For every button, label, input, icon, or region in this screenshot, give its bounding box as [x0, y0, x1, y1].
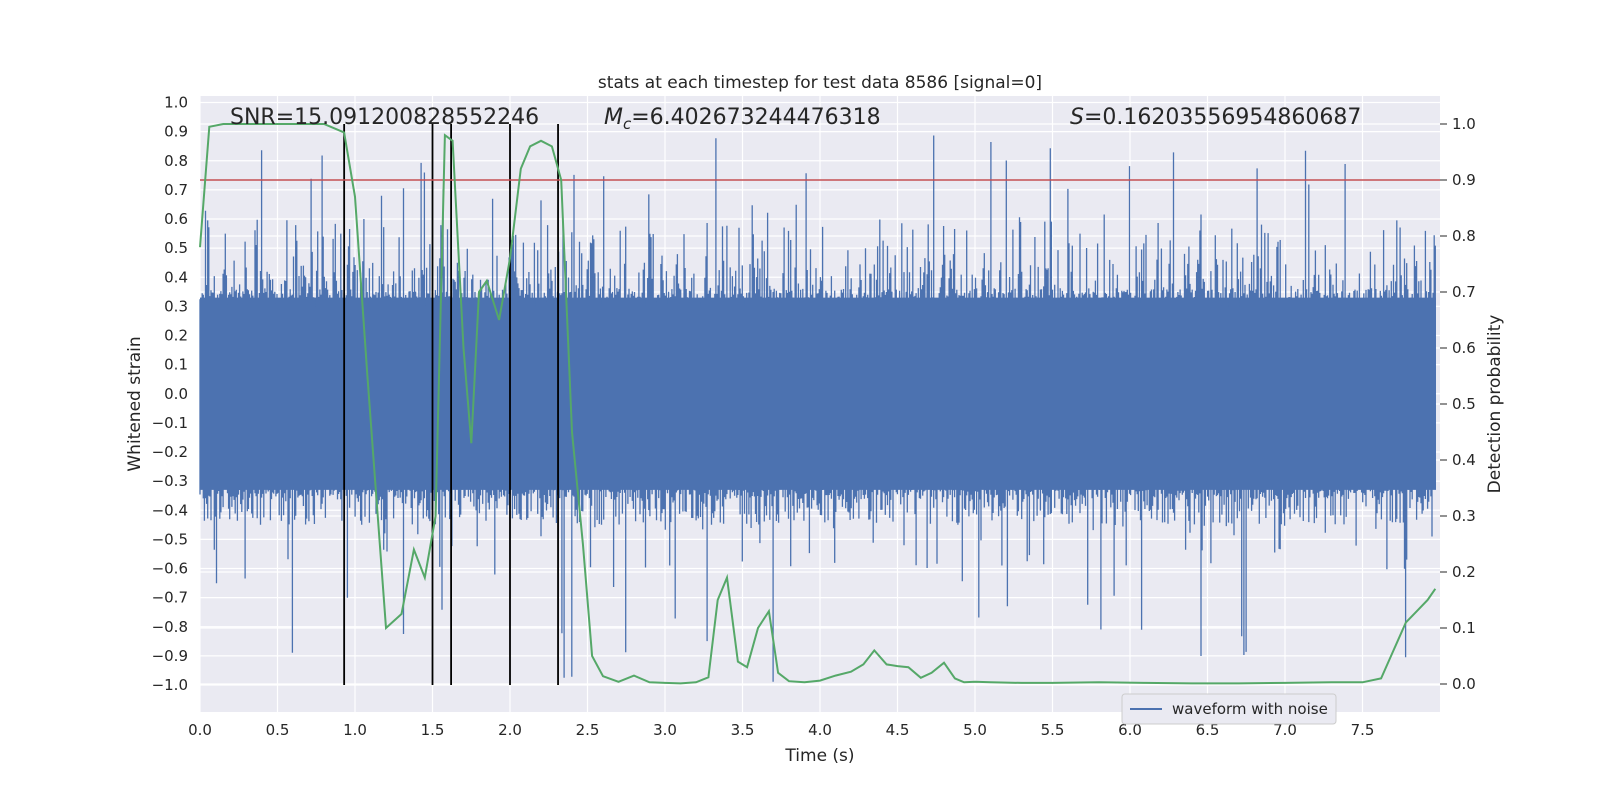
y2-tick-label: 1.0 — [1452, 115, 1476, 133]
y-tick-label: 0.1 — [164, 356, 188, 374]
x-tick-label: 5.0 — [963, 721, 987, 739]
legend-box — [1121, 693, 1337, 725]
y2-tick-label: 0.1 — [1452, 619, 1476, 637]
y-tick-label: 1.0 — [164, 94, 188, 112]
s-symbol: S — [1070, 105, 1084, 130]
probability-series-line — [199, 123, 1437, 685]
y2-tick-label: 0.0 — [1452, 675, 1476, 693]
chirp-mass-annotation: Mc=6.402673244476318 — [604, 105, 881, 133]
s-annotation: S=0.16203556954860687 — [1070, 105, 1361, 130]
y-axis-label: Whitened strain — [125, 336, 145, 471]
y2-tick-label: 0.3 — [1452, 507, 1476, 525]
y-tick-label: 0.9 — [164, 123, 188, 141]
y-tick-label: −1.0 — [152, 676, 188, 694]
chart-title: stats at each timestep for test data 858… — [598, 73, 1042, 93]
y-tick-label: −0.2 — [152, 443, 188, 461]
y2-tick-label: 0.5 — [1452, 395, 1476, 413]
y-tick-label: −0.8 — [152, 618, 188, 636]
y-tick-label: 0.2 — [164, 327, 188, 345]
y-tick-label: −0.3 — [152, 472, 188, 490]
x-tick-label: 7.0 — [1273, 721, 1297, 739]
y-tick-label: 0.5 — [164, 239, 188, 257]
y-axis-ticks: 1.0 0.9 0.8 0.7 0.6 0.5 0.4 0.3 0.2 0.1 0.0 −0.1 −0.… — [152, 94, 188, 695]
x-tick-label: 1.5 — [421, 721, 445, 739]
s-value: =0.16203556954860687 — [1084, 105, 1361, 130]
x-tick-label: 7.5 — [1351, 721, 1375, 739]
x-tick-label: 4.0 — [808, 721, 832, 739]
y2-tick-label: 0.9 — [1452, 171, 1476, 189]
x-tick-label: 6.0 — [1118, 721, 1142, 739]
x-tick-label: 3.0 — [653, 721, 677, 739]
mc-symbol: M — [604, 105, 623, 130]
x-tick-label: 2.5 — [576, 721, 600, 739]
x-axis-ticks: 0.0 0.5 1.0 1.5 2.0 2.5 3.0 3.5 4.0 4.5 5.0 5.5 6.0 6… — [188, 721, 1374, 739]
y-tick-label: −0.4 — [152, 501, 188, 519]
y2-tick-label: 0.4 — [1452, 451, 1476, 469]
y-tick-label: 0.7 — [164, 181, 188, 199]
x-tick-label: 3.5 — [731, 721, 755, 739]
x-tick-label: 2.0 — [498, 721, 522, 739]
y2-axis-label: Detection probability — [1485, 315, 1505, 494]
legend: waveform with noise — [1121, 693, 1337, 725]
mc-value: =6.402673244476318 — [631, 105, 880, 130]
y2-tick-label: 0.6 — [1452, 339, 1476, 357]
x-tick-label: 6.5 — [1196, 721, 1220, 739]
legend-label: waveform with noise — [1172, 700, 1328, 718]
mc-subscript: c — [623, 115, 632, 133]
y-tick-label: 0.0 — [164, 385, 188, 403]
y-tick-label: −0.9 — [152, 647, 188, 665]
x-tick-label: 4.5 — [886, 721, 910, 739]
y-tick-label: 0.8 — [164, 152, 188, 170]
y-tick-label: 0.6 — [164, 210, 188, 228]
x-axis-label: Time (s) — [784, 746, 854, 766]
y2-tick-label: 0.2 — [1452, 563, 1476, 581]
y2-tick-label: 0.8 — [1452, 227, 1476, 245]
y-tick-label: 0.4 — [164, 268, 188, 286]
y-tick-label: −0.6 — [152, 560, 188, 578]
waveform-series — [199, 135, 1436, 682]
vertical-markers — [343, 124, 559, 685]
x-tick-label: 0.0 — [188, 721, 212, 739]
snr-annotation: SNR=15.091200828552246 — [230, 105, 539, 130]
y-tick-label: 0.3 — [164, 297, 188, 315]
y2-axis-ticks: 1.0 0.9 0.8 0.7 0.6 0.5 0.4 0.3 0.2 0.1 0.0 — [1440, 115, 1476, 693]
x-tick-label: 1.0 — [343, 721, 367, 739]
y-tick-label: −0.5 — [152, 530, 188, 548]
y2-tick-label: 0.7 — [1452, 283, 1476, 301]
y-tick-label: −0.7 — [152, 589, 188, 607]
x-tick-label: 5.5 — [1041, 721, 1065, 739]
x-tick-label: 0.5 — [266, 721, 290, 739]
y-tick-label: −0.1 — [152, 414, 188, 432]
